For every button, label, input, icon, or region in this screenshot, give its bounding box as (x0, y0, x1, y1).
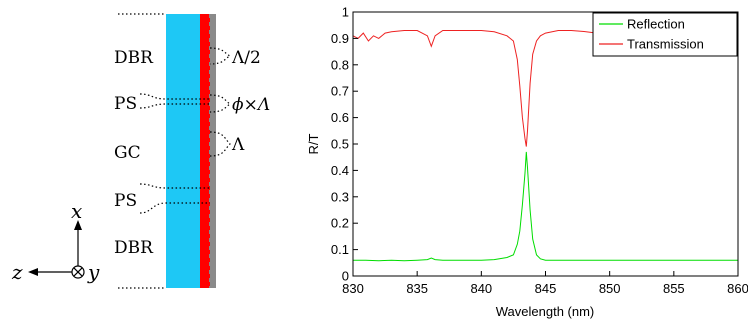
y-tick-label: 0.7 (331, 84, 349, 99)
axis-label-x: x (71, 199, 82, 223)
y-tick-label: 0.2 (331, 216, 349, 231)
label-gc: GC (114, 143, 141, 163)
x-tick-label: 845 (535, 281, 557, 296)
waveguide-layer (166, 14, 200, 288)
spectrum-chart: 830 835 840 845 850 855 860 0 0.1 0.2 0.3 0.4 0.5 0.6… (306, 5, 748, 320)
label-dbr-top: DBR (114, 48, 154, 68)
label-ps-bottom: PS (114, 191, 137, 211)
axis-label-z: z (11, 260, 23, 284)
x-tick-label: 855 (663, 281, 685, 296)
y-tick-label: 1 (342, 5, 349, 20)
y-tick-label: 0.9 (331, 31, 349, 46)
x-tick-label: 830 (342, 281, 364, 296)
period-bracket (209, 131, 231, 157)
label-ps-top: PS (114, 94, 137, 114)
grating-layer (200, 14, 210, 288)
y-tick-label: 0.5 (331, 137, 349, 152)
y-tick-label: 0.4 (331, 163, 349, 178)
series-line-reflection (353, 151, 738, 262)
label-dbr-bottom: DBR (114, 238, 154, 258)
y-tick-label: 0.6 (331, 110, 349, 125)
legend: Reflection Transmission (592, 12, 738, 57)
half-period-bracket (209, 47, 232, 65)
y-tick-label: 0.3 (331, 189, 349, 204)
y-tick-label: 0.8 (331, 57, 349, 72)
y-tick-label: 0.1 (331, 242, 349, 257)
label-half-period: Λ/2 (231, 48, 261, 68)
fill-factor-bracket (209, 94, 232, 113)
substrate-layer (210, 14, 216, 288)
label-period: Λ (231, 135, 245, 155)
legend-label-reflection: Reflection (627, 17, 685, 32)
coordinate-axes: x y z (11, 199, 100, 284)
x-tick-label: 840 (470, 281, 492, 296)
legend-label-transmission: Transmission (627, 37, 704, 52)
y-tick-label: 0 (342, 269, 349, 284)
z-axis-arrow-icon (28, 268, 38, 276)
x-tick-label: 860 (727, 281, 748, 296)
y-axis-label: R/T (306, 133, 321, 154)
x-axis-label: Wavelength (nm) (496, 304, 595, 319)
x-axis-arrow-icon (74, 220, 82, 230)
label-fill-factor: ϕ×Λ (232, 95, 270, 115)
series-line-transmission (352, 30, 738, 147)
x-tick-label: 835 (406, 281, 428, 296)
axis-label-y: y (87, 260, 100, 284)
device-schematic: DBR PS GC PS DBR Λ/2 ϕ×Λ Λ x y z (11, 13, 270, 289)
x-tick-label: 850 (599, 281, 621, 296)
